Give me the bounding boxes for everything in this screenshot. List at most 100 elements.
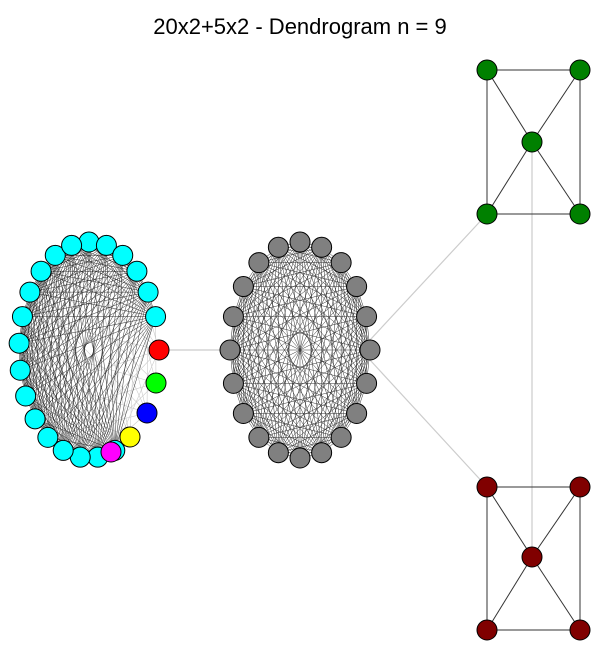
edge-gray-internal [233, 383, 342, 438]
edge-cyan-internal [18, 271, 42, 344]
edge-gray-internal [229, 316, 367, 351]
edge-gray-internal [243, 286, 371, 351]
edge-gray-internal [340, 286, 357, 438]
edge-gray-green [369, 213, 488, 341]
edge-gray-internal [299, 241, 371, 351]
edge-gray-internal [278, 247, 367, 384]
edge-gray-internal [233, 262, 260, 384]
edge-cyan-internal [79, 271, 138, 458]
edge-singleton-cyan [25, 395, 131, 438]
green-node [476, 203, 498, 225]
edge-darkred-internal [486, 556, 533, 631]
lime-node [145, 372, 167, 394]
edge-singleton-cyan [63, 436, 131, 451]
edge-cyan-internal [71, 245, 149, 293]
cyan-node [61, 234, 83, 256]
gray-node [330, 252, 352, 274]
edge-cyan-internal [62, 245, 72, 451]
edge-gray-internal [299, 241, 357, 287]
edge-gray-internal [243, 413, 322, 453]
edge-gray-internal [229, 349, 279, 453]
edge-cyan-internal [18, 255, 123, 344]
edge-cyan-internal [22, 271, 138, 317]
gray-node [330, 426, 352, 448]
edge-cyan-internal [25, 255, 123, 397]
edge-cyan-internal [47, 241, 90, 438]
edge-gray-internal [258, 262, 367, 317]
edge-gray-internal [278, 247, 342, 438]
edge-darkred-internal [486, 486, 533, 558]
edge-cyan-internal [25, 241, 90, 397]
edge-gray-internal [243, 316, 367, 414]
edge-gray-internal [233, 383, 279, 453]
edge-gray-internal [299, 247, 322, 459]
edge-gray-internal [258, 262, 301, 459]
edge-gray-internal [229, 247, 279, 351]
edge-gray-internal [258, 247, 322, 438]
edge-cyan-internal [71, 245, 99, 458]
darkred-node [521, 546, 543, 568]
edge-cyan-internal [55, 255, 81, 458]
edge-gray-internal [233, 316, 371, 351]
edge-cyan-internal [41, 271, 149, 293]
edge-cyan-internal [29, 292, 115, 451]
edge-gray-internal [278, 247, 342, 263]
gray-node [232, 276, 254, 298]
edge-gray-internal [243, 286, 301, 459]
edge-cyan-internal [19, 316, 156, 344]
green-node [569, 59, 591, 81]
gray-node [289, 231, 311, 253]
edge-gray-internal [229, 349, 260, 438]
edge-gray-internal [233, 349, 371, 384]
edge-singleton-cyan [110, 255, 124, 453]
edge-cyan-internal [20, 271, 138, 371]
edge-gray-internal [243, 413, 342, 438]
gray-node [267, 442, 289, 464]
darkred-node [476, 619, 498, 641]
edge-gray-internal [340, 349, 371, 438]
edge-gray-internal [278, 437, 342, 453]
edge-gray-internal [229, 349, 322, 453]
edge-cyan-internal [40, 271, 99, 458]
edge-gray-internal [278, 241, 301, 453]
blue-node [136, 402, 158, 424]
edge-cyan-internal [18, 343, 81, 458]
edge-gray-internal [243, 247, 279, 414]
edge-gray-internal [258, 262, 367, 384]
edge-cyan-internal [71, 245, 81, 458]
cyan-node [11, 306, 33, 328]
edge-gray-internal [258, 262, 279, 453]
gray-node [356, 306, 378, 328]
edge-gray-internal [243, 262, 342, 414]
cyan-node [145, 306, 167, 328]
yellow-node [119, 426, 141, 448]
edge-gray-internal [278, 247, 367, 317]
edge-gray-internal [278, 247, 301, 459]
edge-cyan-internal [47, 316, 156, 438]
gray-node [248, 252, 270, 274]
edge-gray-internal [233, 247, 279, 317]
edge-cyan-internal [47, 255, 56, 438]
edge-gray-internal [229, 262, 260, 351]
darkred-node [476, 476, 498, 498]
cyan-node [30, 260, 52, 282]
chart-title: 20x2+5x2 - Dendrogram n = 9 [153, 14, 447, 39]
cyan-node [44, 244, 66, 266]
edge-gray-internal [299, 349, 371, 459]
gray-node [248, 426, 270, 448]
edge-cyan-internal [40, 271, 81, 458]
edge-singleton-cyan [22, 316, 131, 438]
edge-gray-internal [258, 437, 322, 453]
red-node [148, 339, 170, 361]
edge-cyan-internal [20, 245, 72, 371]
edge-cyan-internal [40, 271, 64, 451]
cyan-node [78, 231, 100, 253]
edge-cyan-internal [18, 241, 90, 344]
edge-gray-internal [321, 383, 367, 453]
edge-gray-internal [243, 286, 260, 438]
edge-gray-internal [278, 247, 357, 414]
edge-gray-internal [233, 383, 301, 459]
edge-gray-internal [243, 262, 342, 287]
edge-cyan-internal [20, 370, 98, 458]
edge-gray-internal [258, 413, 357, 438]
